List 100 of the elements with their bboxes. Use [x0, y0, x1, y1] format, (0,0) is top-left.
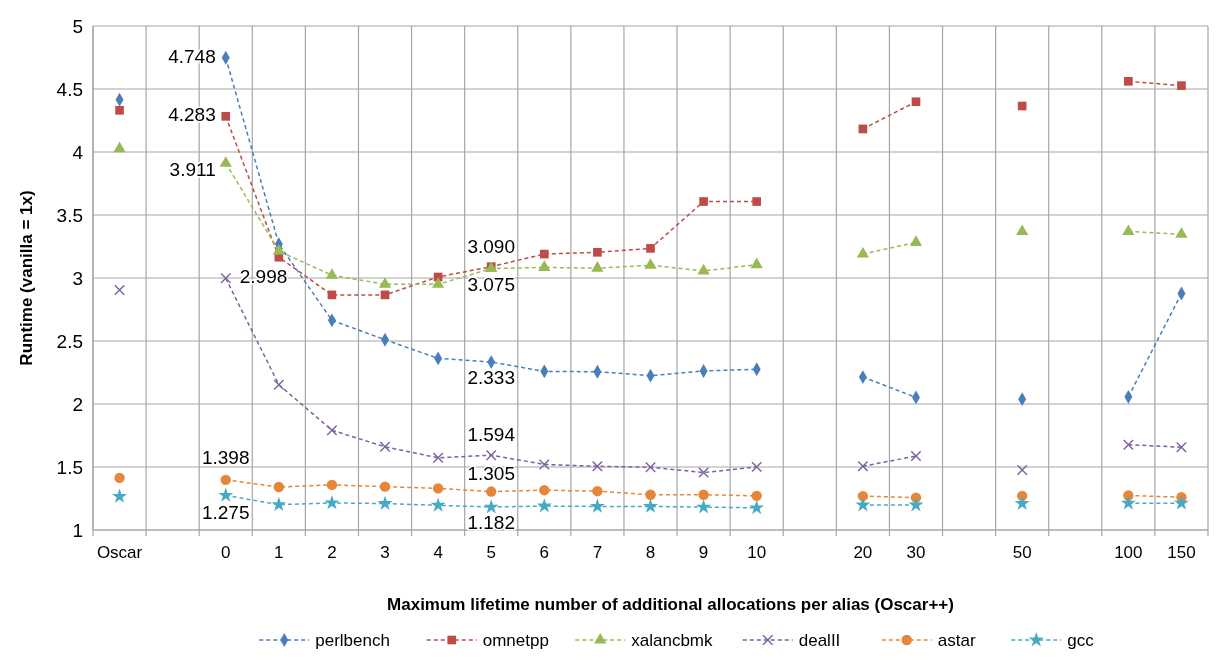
point — [1175, 227, 1188, 238]
point — [591, 460, 603, 472]
point — [379, 481, 391, 492]
data-label: 2.333 — [467, 367, 515, 389]
point — [1016, 224, 1029, 236]
point — [1122, 439, 1134, 451]
point — [1176, 441, 1187, 453]
point — [271, 496, 287, 512]
x-tick-label: 50 — [1012, 543, 1032, 562]
point — [750, 257, 763, 269]
point — [377, 495, 393, 510]
point — [697, 263, 710, 275]
data-label: 3.075 — [467, 273, 515, 295]
legend-label: dealII — [798, 630, 841, 650]
point — [589, 498, 605, 513]
point — [485, 449, 497, 461]
point — [1124, 76, 1133, 86]
data-label: 4.748 — [168, 45, 216, 67]
point — [326, 424, 338, 436]
point — [1173, 495, 1189, 510]
point — [857, 490, 869, 502]
point — [483, 499, 499, 514]
point — [751, 490, 762, 502]
y-tick-label: 4 — [72, 141, 84, 163]
x-tick-label: 7 — [592, 543, 603, 562]
data-label: 1.182 — [467, 512, 515, 534]
point — [324, 495, 340, 510]
x-tick-label: 10 — [747, 543, 767, 562]
point — [486, 486, 497, 497]
data-label: 1.305 — [467, 462, 515, 484]
point — [326, 479, 338, 491]
legend-label: xalancbmk — [631, 630, 714, 650]
point — [645, 461, 656, 473]
point — [539, 484, 550, 496]
legend-label: gcc — [1067, 630, 1095, 650]
data-label: 2.998 — [239, 266, 288, 288]
x-tick-label: 2 — [327, 543, 337, 562]
x-tick-label: 9 — [698, 543, 709, 562]
point — [855, 497, 871, 512]
point — [538, 459, 550, 470]
point — [908, 497, 924, 512]
data-label: 3.911 — [169, 159, 216, 181]
point — [432, 452, 444, 464]
point — [218, 487, 234, 502]
point — [115, 105, 124, 115]
point — [749, 499, 765, 515]
point — [752, 197, 762, 206]
x-tick-label: 100 — [1114, 543, 1143, 562]
y-tick-label: 3 — [72, 267, 83, 289]
y-tick-label: 4.5 — [56, 78, 83, 100]
data-label: 1.275 — [201, 502, 250, 524]
point — [539, 249, 549, 259]
point — [432, 483, 444, 494]
y-tick-label: 2 — [72, 393, 83, 415]
point — [751, 461, 763, 473]
x-tick-label: 30 — [906, 543, 926, 562]
point — [221, 112, 231, 121]
point — [219, 156, 232, 167]
point — [325, 268, 339, 279]
x-tick-label: Oscar — [96, 543, 143, 562]
point — [856, 246, 870, 258]
point — [698, 467, 710, 478]
x-tick-label: 0 — [221, 543, 231, 562]
point — [644, 258, 657, 269]
point — [272, 244, 285, 255]
point — [696, 499, 712, 514]
point — [114, 472, 125, 484]
y-tick-label: 5 — [72, 15, 83, 37]
x-tick-label: 6 — [539, 543, 550, 562]
point — [220, 474, 231, 486]
point — [909, 235, 923, 246]
point — [910, 450, 922, 462]
point — [538, 260, 551, 271]
point — [699, 197, 708, 206]
point — [642, 498, 659, 513]
y-tick-label: 3.5 — [56, 204, 83, 226]
point — [1177, 81, 1186, 90]
legend-label: perlbench — [315, 630, 390, 650]
point — [857, 460, 869, 472]
point — [911, 97, 921, 107]
x-tick-label: 20 — [853, 543, 873, 562]
point — [220, 272, 232, 284]
point — [592, 486, 603, 497]
point — [379, 441, 391, 453]
x-tick-label: 5 — [486, 543, 496, 562]
x-axis-title: Maximum lifetime number of additional allocations per alias (Oscar++) — [387, 595, 954, 614]
y-axis-title: Runtime (vanilla = 1x) — [17, 190, 36, 366]
point — [1016, 464, 1028, 476]
point — [645, 489, 656, 500]
x-tick-label: 4 — [433, 543, 443, 562]
point — [430, 497, 446, 512]
point — [593, 247, 602, 257]
legend-label: astar — [937, 630, 976, 650]
data-label: 4.283 — [168, 104, 216, 126]
data-label: 1.594 — [467, 424, 516, 446]
point — [1120, 495, 1136, 510]
point — [1014, 495, 1030, 510]
point — [591, 261, 604, 272]
point — [536, 498, 552, 513]
point — [114, 284, 125, 296]
